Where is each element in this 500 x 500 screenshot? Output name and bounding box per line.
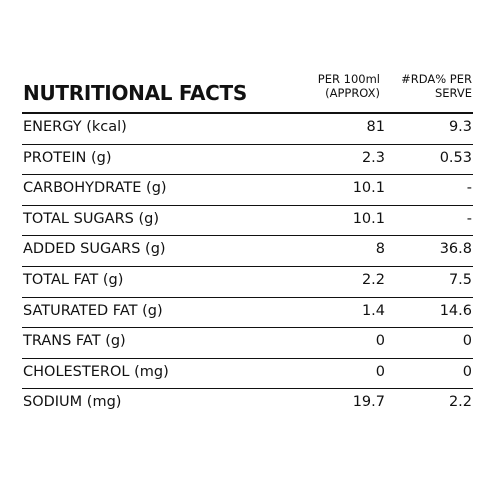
per-100ml-header-line2: (APPROX) xyxy=(325,86,380,100)
per-100ml-value: 2.3 xyxy=(361,149,385,166)
per-100ml-header-line1: PER 100ml xyxy=(317,72,380,86)
rda-value: 14.6 xyxy=(439,302,472,319)
rda-column-header: #RDA% PER SERVE xyxy=(401,72,472,100)
rda-value: 36.8 xyxy=(439,241,472,258)
per-100ml-value: 0 xyxy=(375,363,385,380)
rda-value: 0 xyxy=(462,333,472,350)
per-100ml-value: 1.4 xyxy=(361,302,385,319)
per-100ml-value: 10.1 xyxy=(352,180,385,197)
per-100ml-value: 0 xyxy=(375,333,385,350)
nutrient-label: TOTAL FAT (g) xyxy=(23,271,124,288)
rda-header-line2: SERVE xyxy=(434,86,472,100)
nutrient-label: TOTAL SUGARS (g) xyxy=(23,210,159,227)
nutrient-label: ENERGY (kcal) xyxy=(23,119,127,135)
per-100ml-value: 2.2 xyxy=(361,271,385,288)
table-row: PROTEIN (g) 2.3 0.53 xyxy=(22,145,473,176)
nutrient-label: PROTEIN (g) xyxy=(23,149,112,166)
per-100ml-value: 10.1 xyxy=(352,210,385,227)
nutrition-facts-table: NUTRITIONAL FACTS PER 100ml (APPROX) #RD… xyxy=(22,68,473,419)
table-row: SATURATED FAT (g) 1.4 14.6 xyxy=(22,298,473,329)
table-row: TOTAL FAT (g) 2.2 7.5 xyxy=(22,267,473,298)
table-row: TOTAL SUGARS (g) 10.1 - xyxy=(22,206,473,237)
table-header: NUTRITIONAL FACTS PER 100ml (APPROX) #RD… xyxy=(22,68,473,114)
table-title: NUTRITIONAL FACTS xyxy=(23,81,247,105)
per-100ml-value: 81 xyxy=(366,119,385,135)
table-row: TRANS FAT (g) 0 0 xyxy=(22,328,473,359)
rda-value: - xyxy=(466,180,472,197)
nutrient-label: CHOLESTEROL (mg) xyxy=(23,363,169,380)
rda-value: 2.2 xyxy=(448,394,472,411)
nutrient-label: CARBOHYDRATE (g) xyxy=(23,180,167,197)
rda-value: - xyxy=(466,210,472,227)
per-100ml-column-header: PER 100ml (APPROX) xyxy=(318,72,380,100)
table-row: ADDED SUGARS (g) 8 36.8 xyxy=(22,236,473,267)
per-100ml-value: 8 xyxy=(375,241,385,258)
table-row: CARBOHYDRATE (g) 10.1 - xyxy=(22,175,473,206)
table-row: CHOLESTEROL (mg) 0 0 xyxy=(22,359,473,390)
nutrient-label: SATURATED FAT (g) xyxy=(23,302,163,319)
nutrient-label: TRANS FAT (g) xyxy=(23,333,126,350)
per-100ml-value: 19.7 xyxy=(352,394,385,411)
nutrient-label: ADDED SUGARS (g) xyxy=(23,241,166,258)
nutrient-label: SODIUM (mg) xyxy=(23,394,122,411)
rda-value: 0 xyxy=(462,363,472,380)
rda-value: 0.53 xyxy=(439,149,472,166)
rda-header-line1: #RDA% PER xyxy=(401,72,472,86)
table-row: SODIUM (mg) 19.7 2.2 xyxy=(22,389,473,419)
rda-value: 7.5 xyxy=(448,271,472,288)
table-row: ENERGY (kcal) 81 9.3 xyxy=(22,114,473,145)
rda-value: 9.3 xyxy=(448,119,472,135)
